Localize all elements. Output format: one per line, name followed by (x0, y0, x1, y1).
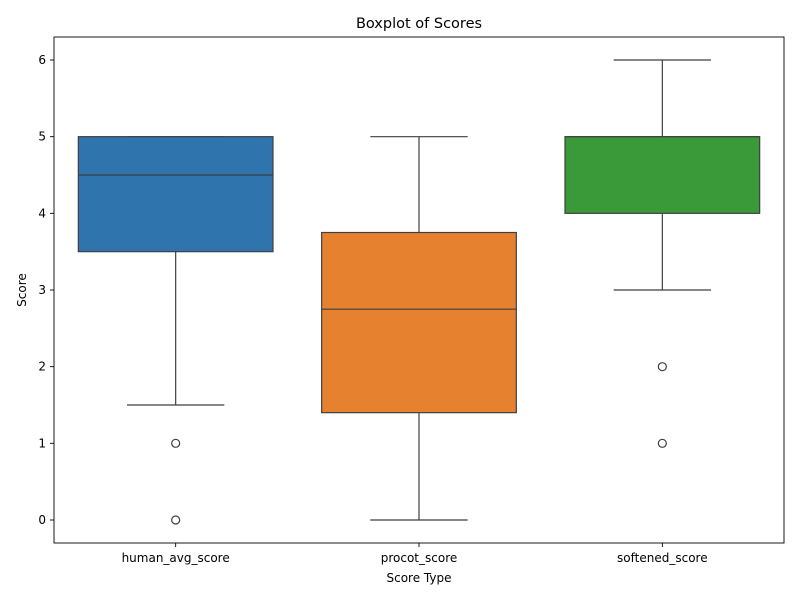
box-group-human_avg_score (77, 136, 274, 525)
box-group-procot_score (321, 136, 517, 521)
x-tick-label: softened_score (617, 551, 708, 565)
y-tick-label: 6 (38, 53, 46, 67)
y-tick-label: 2 (38, 360, 46, 374)
box-group-softened_score (564, 59, 761, 448)
plot-area (77, 59, 761, 525)
y-tick-label: 4 (38, 206, 46, 220)
y-tick-label: 3 (38, 283, 46, 297)
y-tick-label: 0 (38, 513, 46, 527)
box-iqr (321, 231, 517, 414)
box-iqr (77, 136, 274, 253)
outlier-point (657, 362, 667, 372)
box-iqr (564, 136, 761, 214)
y-tick-label: 5 (38, 130, 46, 144)
axes: 0 1 2 3 4 5 6 human_avg_score procot_score soften… (38, 36, 785, 565)
x-tick-label: human_avg_score (122, 551, 230, 565)
x-axis-label: Score Type (387, 571, 452, 585)
x-tick-label: procot_score (381, 551, 458, 565)
outlier-point (657, 438, 667, 448)
outlier-point (171, 515, 181, 525)
y-tick-label: 1 (38, 436, 46, 450)
outlier-point (171, 438, 181, 448)
y-axis-label: Score (15, 273, 29, 307)
chart-title: Boxplot of Scores (356, 16, 482, 32)
